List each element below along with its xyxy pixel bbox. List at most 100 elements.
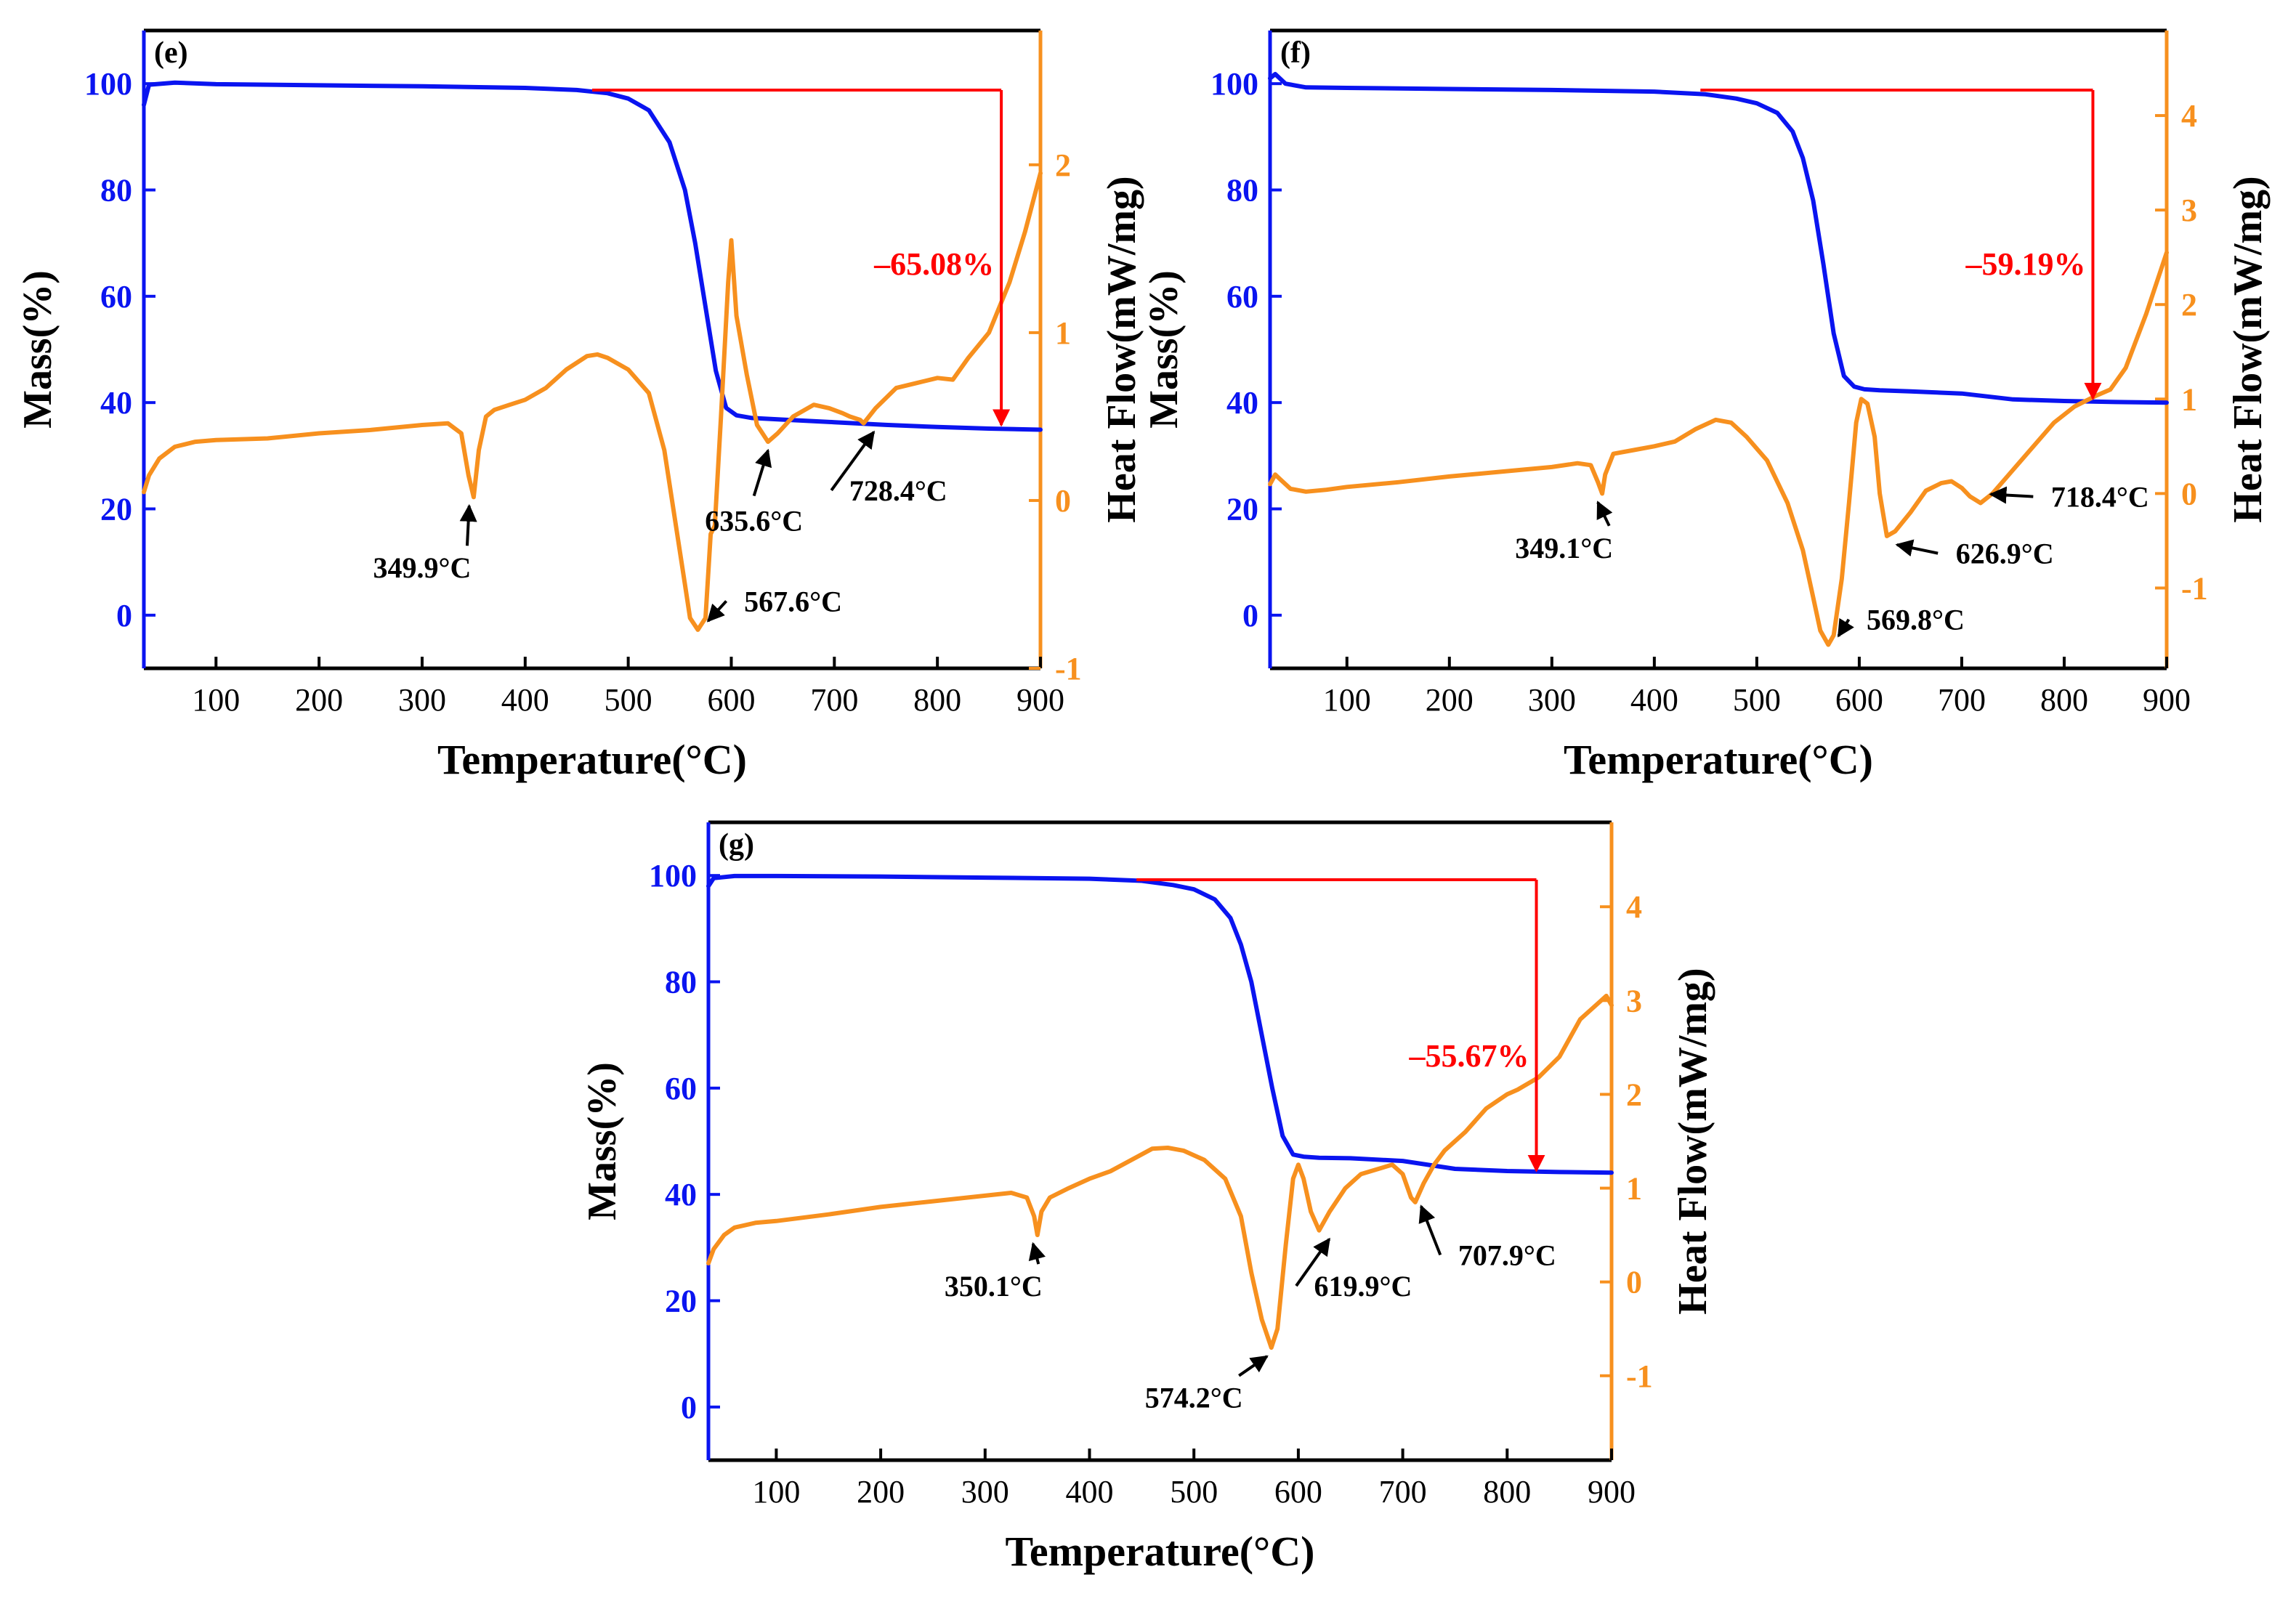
x-tick-label: 700 — [1379, 1474, 1427, 1510]
chart-panel-2: 100 200 300 400 500 600 700 800 900020406080100-… — [580, 820, 1715, 1575]
mass-curve — [706, 873, 1614, 1175]
x-tick-label: 300 — [961, 1474, 1009, 1510]
y-left-tick-label: 20 — [100, 492, 132, 527]
peak-arrow — [1418, 1204, 1442, 1256]
peak-label: 574.2°C — [1145, 1382, 1243, 1414]
x-tick-label: 800 — [913, 682, 961, 718]
y-left-tick-label: 100 — [84, 66, 132, 102]
peak-arrow — [1028, 1242, 1046, 1265]
x-tick-label: 800 — [1483, 1474, 1531, 1510]
y-left-tick-label: 40 — [100, 385, 132, 421]
y-left-tick-label: 20 — [1226, 492, 1258, 527]
x-tick-label: 400 — [1066, 1474, 1114, 1510]
y-right-tick-label: 0 — [1055, 483, 1071, 519]
x-tick-label: 300 — [398, 682, 446, 718]
y-left-tick-label: 60 — [1226, 279, 1258, 315]
peak-arrow — [1895, 539, 1939, 557]
peak-arrow — [752, 448, 772, 497]
y-right-tick-label: 2 — [2181, 287, 2197, 323]
y-left-tick-label: 100 — [649, 858, 697, 894]
y-left-tick-label: 20 — [665, 1284, 697, 1319]
x-tick-label: 600 — [707, 682, 755, 718]
y-left-tick-label: 60 — [100, 279, 132, 315]
x-tick-label: 200 — [295, 682, 343, 718]
peak-arrow — [830, 430, 876, 492]
y-left-tick-label: 0 — [1242, 598, 1258, 633]
y-right-tick-label: 0 — [2181, 476, 2197, 511]
x-tick-label: 900 — [1588, 1474, 1636, 1510]
peak-arrow — [706, 600, 728, 623]
x-tick-label: 500 — [1733, 682, 1781, 718]
y-right-tick-label: 4 — [1626, 889, 1642, 925]
x-tick-label: 500 — [605, 682, 652, 718]
x-tick-label: 100 — [752, 1474, 800, 1510]
x-tick-label: 200 — [857, 1474, 905, 1510]
y-right-tick-label: 4 — [2181, 98, 2197, 134]
y-left-tick-label: 0 — [681, 1390, 697, 1425]
mass-loss-label: –55.67% — [1409, 1038, 1529, 1074]
peak-label: 567.6°C — [744, 585, 842, 617]
y-left-tick-label: 100 — [1210, 66, 1258, 102]
x-tick-label: 900 — [1016, 682, 1064, 718]
x-axis-title: Temperature(°C) — [437, 736, 747, 783]
peak-arrow — [459, 503, 477, 546]
peak-label: 569.8°C — [1867, 604, 1965, 636]
panel-label: (f) — [1280, 36, 1311, 70]
x-tick-label: 200 — [1426, 682, 1474, 718]
peak-label: 350.1°C — [945, 1270, 1043, 1303]
chart-panel-1: 100 200 300 400 500 600 700 800 900020406080100-… — [1141, 28, 2271, 783]
x-axis-title: Temperature(°C) — [1006, 1528, 1315, 1575]
peak-arrow — [1837, 617, 1854, 638]
peak-label: 728.4°C — [849, 474, 947, 507]
peak-label: 619.9°C — [1314, 1270, 1412, 1303]
x-tick-label: 600 — [1274, 1474, 1322, 1510]
mass-curve — [142, 80, 1043, 432]
peak-label: 349.1°C — [1515, 532, 1613, 564]
y-left-tick-label: 40 — [665, 1177, 697, 1212]
x-tick-label: 500 — [1170, 1474, 1218, 1510]
y-left-axis-title: Mass(%) — [1141, 270, 1187, 429]
heat-flow-curve — [142, 171, 1043, 632]
y-left-axis-title: Mass(%) — [580, 1062, 625, 1220]
y-right-tick-label: 1 — [2181, 381, 2197, 417]
y-right-tick-label: -1 — [1055, 651, 1082, 686]
y-right-tick-label: -1 — [1626, 1358, 1653, 1394]
peak-arrow — [1596, 501, 1613, 527]
y-right-tick-label: 1 — [1626, 1171, 1642, 1207]
y-left-tick-label: 80 — [1226, 173, 1258, 208]
x-tick-label: 100 — [192, 682, 240, 718]
x-tick-label: 400 — [501, 682, 549, 718]
panel-label: (g) — [719, 828, 754, 862]
y-right-tick-label: 3 — [2181, 193, 2197, 228]
peak-label: 626.9°C — [1956, 538, 2054, 570]
heat-flow-curve — [1268, 250, 2169, 647]
x-tick-label: 100 — [1323, 682, 1371, 718]
y-right-tick-label: -1 — [2181, 570, 2208, 606]
y-left-tick-label: 40 — [1226, 385, 1258, 421]
mass-loss-label: –65.08% — [873, 246, 994, 282]
panel-label: (e) — [154, 36, 188, 70]
heat-flow-curve — [706, 993, 1614, 1350]
y-right-axis-title: Heat Flow(mW/mg) — [1670, 968, 1715, 1314]
y-right-axis-title: Heat Flow(mW/mg) — [2226, 176, 2271, 522]
peak-arrow — [1295, 1237, 1331, 1287]
y-left-tick-label: 80 — [100, 173, 132, 208]
x-tick-label: 900 — [2143, 682, 2191, 718]
y-right-tick-label: 2 — [1626, 1077, 1642, 1112]
y-left-tick-label: 80 — [665, 965, 697, 1000]
x-tick-label: 300 — [1528, 682, 1576, 718]
mass-curve — [1268, 72, 2169, 405]
y-left-tick-label: 0 — [116, 598, 132, 633]
y-right-tick-label: 2 — [1055, 147, 1071, 183]
y-left-tick-label: 60 — [665, 1071, 697, 1106]
y-right-tick-label: 0 — [1626, 1265, 1642, 1300]
chart-panel-0: 100 200 300 400 500 600 700 800 900020406080100-… — [15, 28, 1144, 783]
peak-arrow — [1238, 1355, 1269, 1377]
x-tick-label: 700 — [810, 682, 858, 718]
y-right-axis-title: Heat Flow(mW/mg) — [1099, 176, 1144, 522]
peak-label: 635.6°C — [705, 505, 803, 538]
peak-label: 349.9°C — [373, 551, 472, 584]
y-left-axis-title: Mass(%) — [15, 270, 60, 429]
mass-loss-label: –59.19% — [1965, 246, 2085, 282]
